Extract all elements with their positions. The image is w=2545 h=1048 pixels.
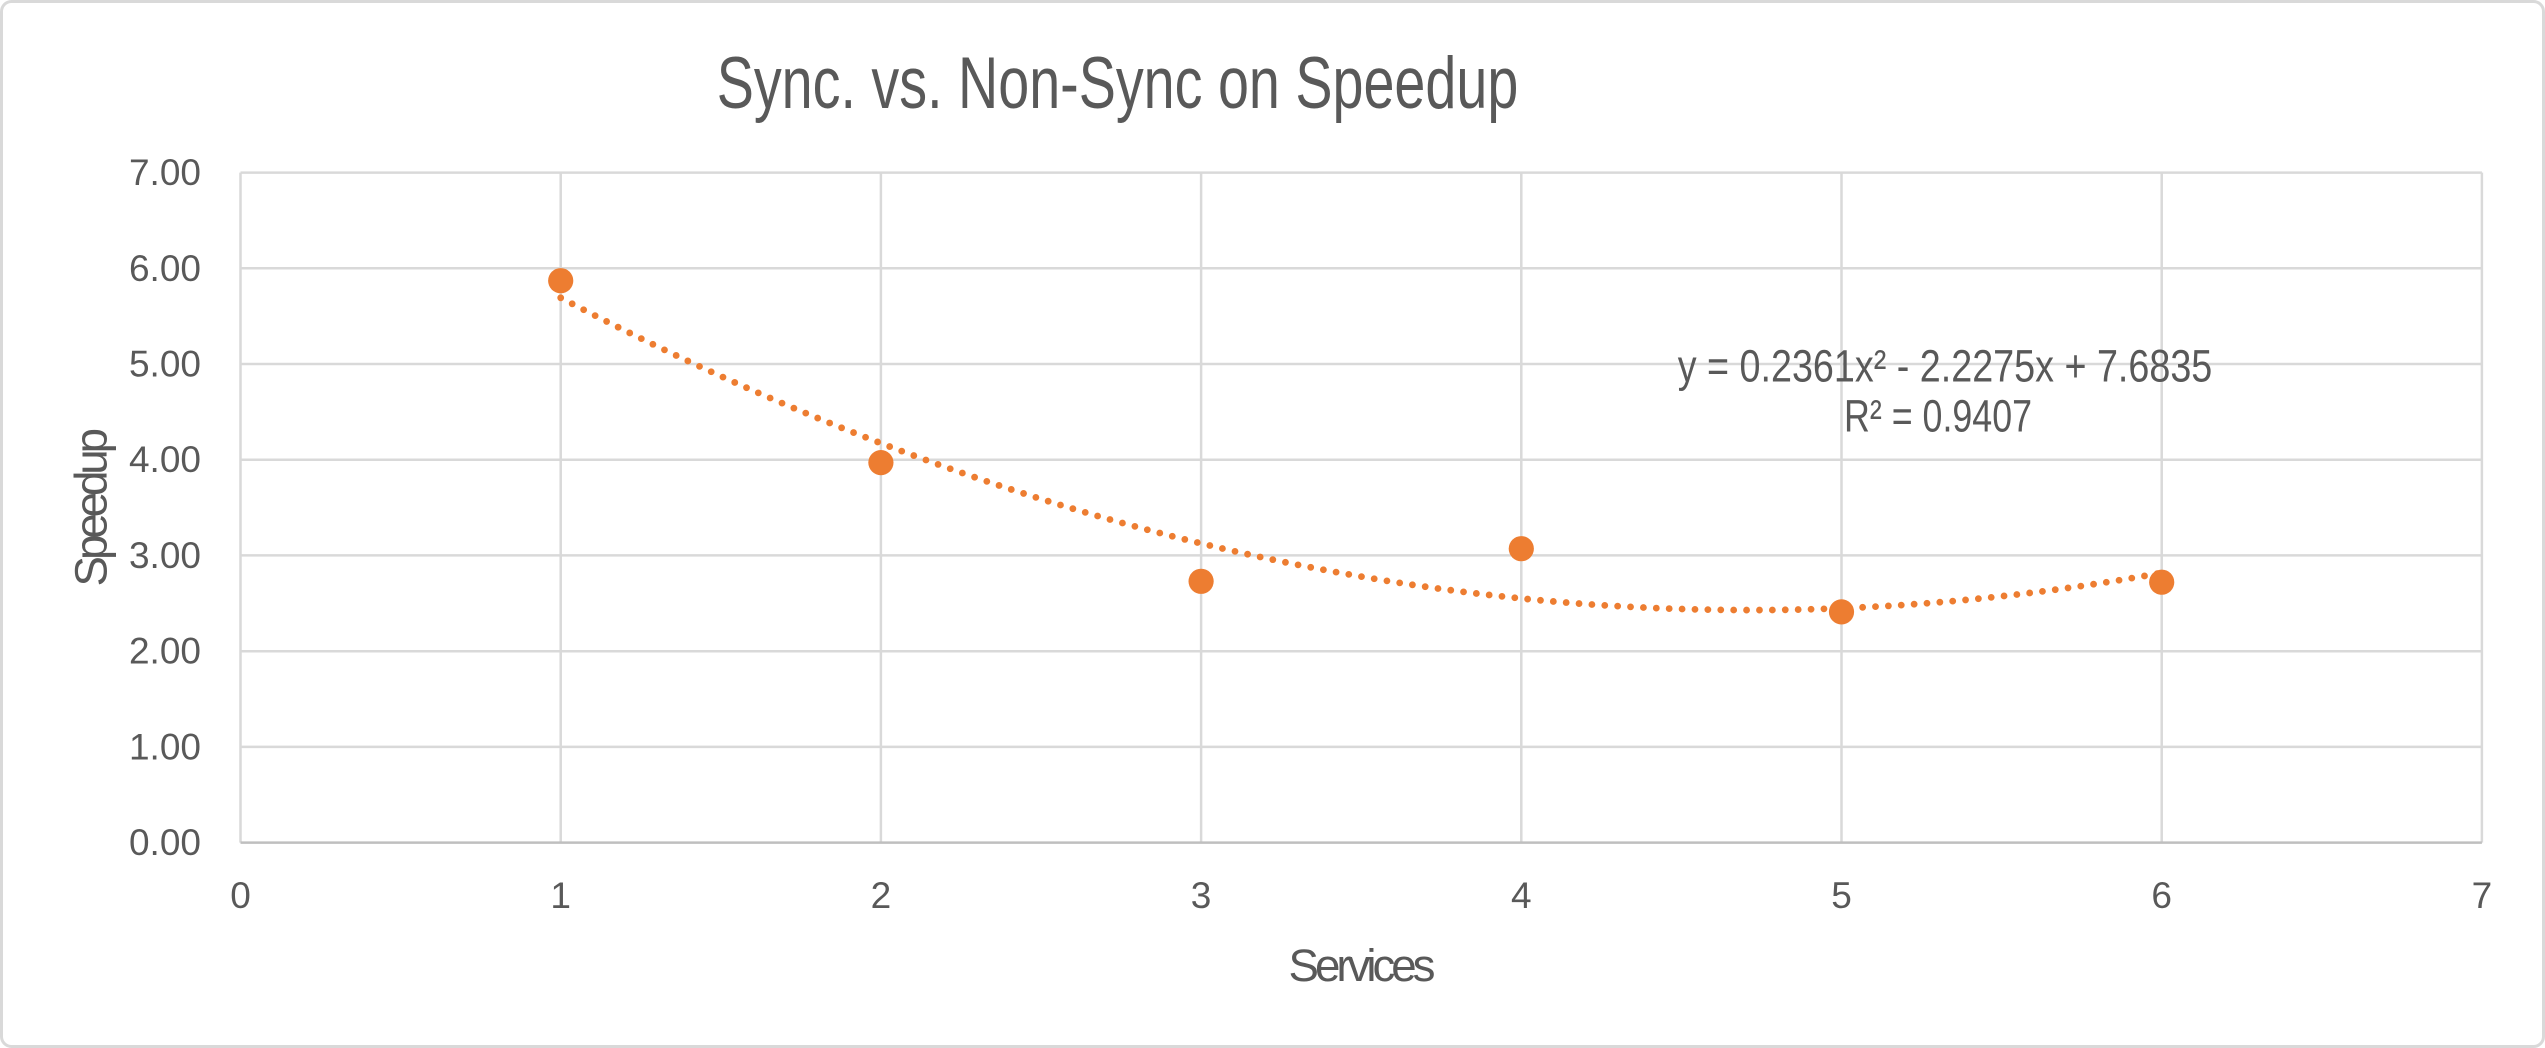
svg-text:2: 2 — [871, 875, 892, 916]
svg-text:3: 3 — [1191, 875, 1212, 916]
svg-text:5.00: 5.00 — [129, 344, 201, 385]
svg-text:1: 1 — [550, 875, 571, 916]
svg-text:7: 7 — [2472, 875, 2493, 916]
svg-text:2.00: 2.00 — [129, 631, 201, 672]
svg-text:0.00: 0.00 — [129, 822, 201, 863]
svg-text:3.00: 3.00 — [129, 535, 201, 576]
svg-text:0: 0 — [230, 875, 251, 916]
svg-text:7.00: 7.00 — [129, 152, 201, 193]
svg-text:4.00: 4.00 — [129, 439, 201, 480]
svg-text:y = 0.2361x² - 2.2275x + 7.683: y = 0.2361x² - 2.2275x + 7.6835 — [1678, 340, 2213, 391]
svg-text:Sync. vs. Non-Sync on Speedup: Sync. vs. Non-Sync on Speedup — [717, 43, 1519, 124]
svg-text:6: 6 — [2151, 875, 2172, 916]
svg-text:5: 5 — [1831, 875, 1852, 916]
svg-text:Speedup: Speedup — [66, 428, 117, 587]
svg-text:6.00: 6.00 — [129, 248, 201, 289]
svg-text:Services: Services — [1289, 940, 1436, 991]
svg-text:4: 4 — [1511, 875, 1532, 916]
svg-text:R² = 0.9407: R² = 0.9407 — [1844, 391, 2032, 442]
svg-text:1.00: 1.00 — [129, 726, 201, 767]
